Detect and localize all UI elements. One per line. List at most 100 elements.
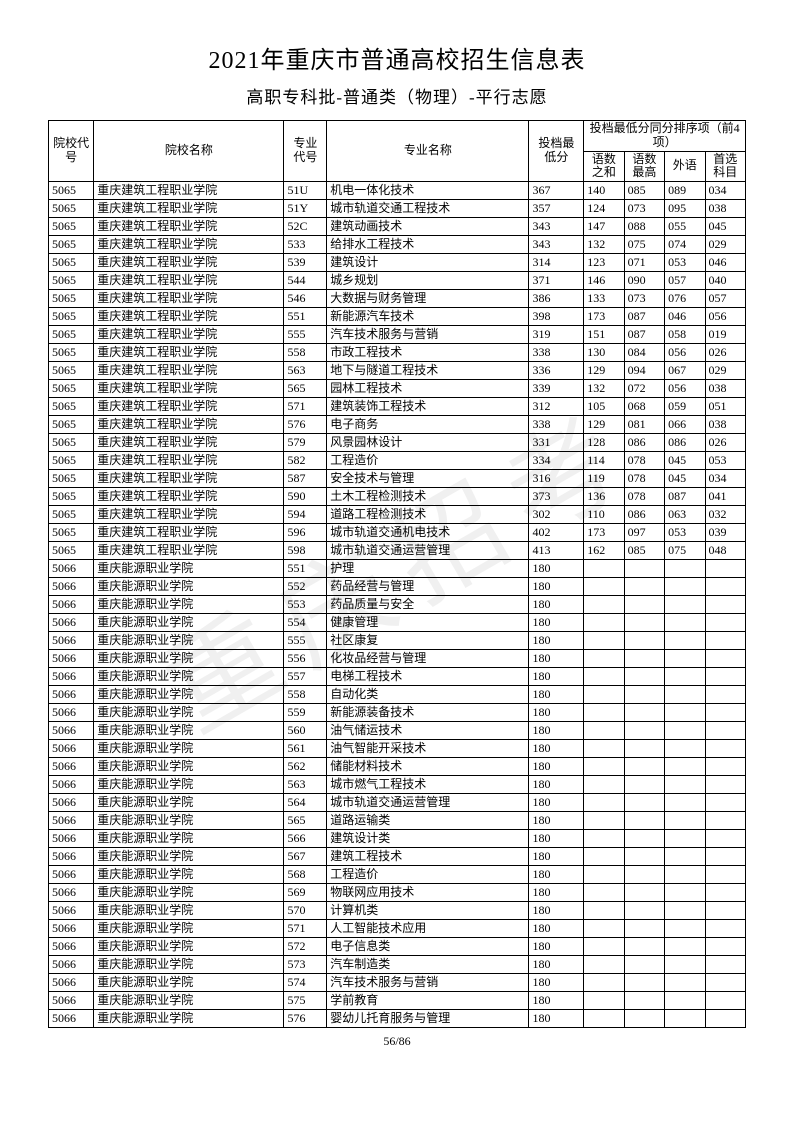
header-major-name: 专业名称 xyxy=(327,121,529,182)
table-cell: 重庆建筑工程职业学院 xyxy=(94,200,284,218)
table-cell: 重庆能源职业学院 xyxy=(94,1010,284,1028)
table-cell: 重庆能源职业学院 xyxy=(94,938,284,956)
table-row: 5065重庆建筑工程职业学院587安全技术与管理316119078045034 xyxy=(49,470,746,488)
table-cell: 工程造价 xyxy=(327,452,529,470)
table-cell: 073 xyxy=(624,200,664,218)
table-cell xyxy=(665,992,705,1010)
table-cell: 新能源汽车技术 xyxy=(327,308,529,326)
table-cell xyxy=(624,956,664,974)
table-cell: 储能材料技术 xyxy=(327,758,529,776)
table-cell: 551 xyxy=(284,560,327,578)
table-cell: 312 xyxy=(529,398,584,416)
table-cell: 019 xyxy=(705,326,746,344)
table-cell: 化妆品经营与管理 xyxy=(327,650,529,668)
table-cell: 5066 xyxy=(49,740,94,758)
table-cell: 570 xyxy=(284,902,327,920)
table-row: 5066重庆能源职业学院561油气智能开采技术180 xyxy=(49,740,746,758)
table-cell xyxy=(665,686,705,704)
table-cell: 040 xyxy=(705,272,746,290)
table-cell: 560 xyxy=(284,722,327,740)
table-cell: 561 xyxy=(284,740,327,758)
table-cell: 110 xyxy=(584,506,624,524)
table-cell: 5066 xyxy=(49,830,94,848)
table-cell: 180 xyxy=(529,992,584,1010)
table-cell: 重庆能源职业学院 xyxy=(94,974,284,992)
table-cell: 5065 xyxy=(49,524,94,542)
table-row: 5066重庆能源职业学院569物联网应用技术180 xyxy=(49,884,746,902)
table-cell xyxy=(584,704,624,722)
table-cell xyxy=(624,902,664,920)
table-cell: 建筑动画技术 xyxy=(327,218,529,236)
table-cell: 城市轨道交通运营管理 xyxy=(327,542,529,560)
table-cell: 城市轨道交通工程技术 xyxy=(327,200,529,218)
table-cell: 婴幼儿托育服务与管理 xyxy=(327,1010,529,1028)
table-cell xyxy=(705,884,746,902)
table-cell: 565 xyxy=(284,812,327,830)
table-cell: 338 xyxy=(529,344,584,362)
table-cell: 029 xyxy=(705,362,746,380)
table-cell: 555 xyxy=(284,632,327,650)
table-cell xyxy=(624,776,664,794)
table-cell: 087 xyxy=(624,326,664,344)
table-cell: 5066 xyxy=(49,1010,94,1028)
table-cell xyxy=(624,632,664,650)
table-cell: 334 xyxy=(529,452,584,470)
table-cell: 重庆建筑工程职业学院 xyxy=(94,290,284,308)
table-cell: 046 xyxy=(705,254,746,272)
table-cell: 398 xyxy=(529,308,584,326)
table-cell: 088 xyxy=(624,218,664,236)
header-school-code: 院校代号 xyxy=(49,121,94,182)
table-cell: 048 xyxy=(705,542,746,560)
table-cell: 大数据与财务管理 xyxy=(327,290,529,308)
table-cell: 建筑设计类 xyxy=(327,830,529,848)
table-cell: 533 xyxy=(284,236,327,254)
table-cell: 土木工程检测技术 xyxy=(327,488,529,506)
table-cell: 567 xyxy=(284,848,327,866)
table-cell: 重庆建筑工程职业学院 xyxy=(94,524,284,542)
table-cell: 576 xyxy=(284,1010,327,1028)
table-cell: 319 xyxy=(529,326,584,344)
table-cell xyxy=(584,560,624,578)
table-cell: 重庆建筑工程职业学院 xyxy=(94,470,284,488)
table-cell: 180 xyxy=(529,938,584,956)
table-cell: 重庆建筑工程职业学院 xyxy=(94,362,284,380)
table-row: 5066重庆能源职业学院563城市燃气工程技术180 xyxy=(49,776,746,794)
table-cell: 5065 xyxy=(49,218,94,236)
table-cell: 140 xyxy=(584,182,624,200)
table-cell xyxy=(705,1010,746,1028)
table-cell xyxy=(584,740,624,758)
table-row: 5066重庆能源职业学院566建筑设计类180 xyxy=(49,830,746,848)
table-cell: 552 xyxy=(284,578,327,596)
table-cell: 地下与隧道工程技术 xyxy=(327,362,529,380)
table-cell: 重庆能源职业学院 xyxy=(94,632,284,650)
table-cell: 重庆能源职业学院 xyxy=(94,650,284,668)
table-cell: 373 xyxy=(529,488,584,506)
table-cell: 085 xyxy=(624,182,664,200)
table-cell: 572 xyxy=(284,938,327,956)
table-cell: 重庆建筑工程职业学院 xyxy=(94,218,284,236)
table-cell: 026 xyxy=(705,434,746,452)
table-cell xyxy=(624,938,664,956)
table-cell xyxy=(624,758,664,776)
table-cell: 重庆建筑工程职业学院 xyxy=(94,236,284,254)
table-cell xyxy=(705,848,746,866)
table-cell: 5066 xyxy=(49,596,94,614)
table-cell: 180 xyxy=(529,758,584,776)
table-cell: 重庆建筑工程职业学院 xyxy=(94,344,284,362)
table-cell: 5066 xyxy=(49,704,94,722)
table-cell xyxy=(665,956,705,974)
table-cell xyxy=(624,596,664,614)
table-cell: 045 xyxy=(665,452,705,470)
table-cell: 5066 xyxy=(49,632,94,650)
table-cell: 566 xyxy=(284,830,327,848)
table-cell: 重庆能源职业学院 xyxy=(94,794,284,812)
table-cell xyxy=(705,812,746,830)
table-cell: 5065 xyxy=(49,272,94,290)
table-cell: 114 xyxy=(584,452,624,470)
table-cell: 建筑设计 xyxy=(327,254,529,272)
table-cell: 180 xyxy=(529,794,584,812)
table-cell xyxy=(584,938,624,956)
table-row: 5065重庆建筑工程职业学院539建筑设计314123071053046 xyxy=(49,254,746,272)
table-cell xyxy=(584,830,624,848)
table-cell: 药品质量与安全 xyxy=(327,596,529,614)
